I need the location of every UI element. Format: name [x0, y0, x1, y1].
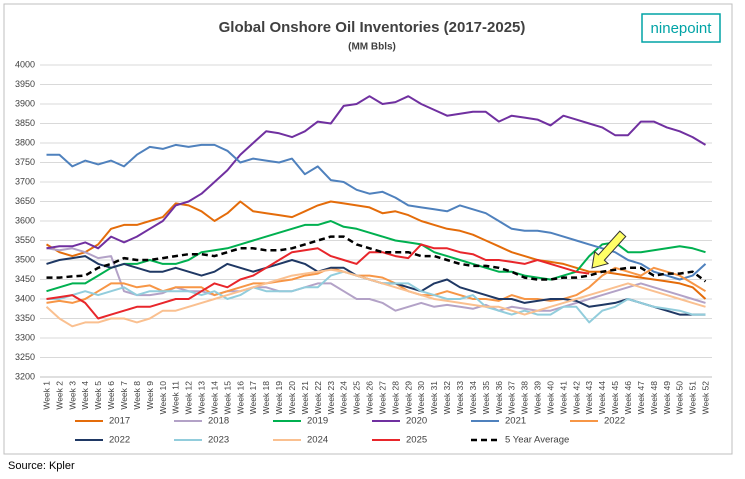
x-tick-label: Week 24 [339, 381, 349, 415]
legend-label: 2021 [505, 416, 526, 427]
y-tick-label: 3700 [15, 176, 35, 186]
x-tick-label: Week 4 [80, 381, 90, 410]
series-line [46, 247, 706, 312]
x-tick-label: Week 5 [93, 381, 103, 410]
x-tick-label: Week 10 [158, 381, 168, 415]
x-tick-label: Week 23 [326, 381, 336, 415]
logo: ninepoint [651, 20, 713, 37]
x-tick-label: Week 34 [468, 381, 478, 415]
x-tick-label: Week 49 [662, 381, 672, 415]
series-line [46, 143, 707, 281]
x-tick-label: Week 51 [688, 381, 698, 415]
x-tick-label: Week 30 [416, 381, 426, 415]
series-line [46, 95, 707, 250]
series-line [46, 235, 707, 283]
y-tick-label: 3200 [15, 371, 35, 381]
plot-area: 3200 3250 3300 3350 3400 3450 3500 3550 3600 3650… [15, 59, 712, 414]
x-tick-label: Week 9 [145, 381, 155, 410]
x-tick-label: Week 45 [610, 381, 620, 415]
x-tick-label: Week 7 [119, 381, 129, 410]
legend-label: 2017 [109, 416, 130, 427]
x-tick-label: Week 1 [41, 381, 51, 410]
legend-label: 2022 [604, 416, 625, 427]
x-tick-label: Week 12 [184, 381, 194, 415]
x-tick-label: Week 29 [403, 381, 413, 415]
x-tick-label: Week 22 [313, 381, 323, 415]
x-tick-label: Week 36 [494, 381, 504, 415]
x-tick-label: Week 21 [300, 381, 310, 415]
x-tick-label: Week 33 [455, 381, 465, 415]
y-tick-label: 3850 [15, 118, 35, 128]
chart-subtitle: (MM Bbls) [348, 42, 396, 53]
legend-label: 5 Year Average [505, 435, 569, 446]
y-tick-label: 3650 [15, 196, 35, 206]
y-tick-label: 3300 [15, 332, 35, 342]
x-tick-label: Week 52 [701, 381, 711, 415]
chart-border [3, 3, 733, 455]
x-tick-label: Week 42 [571, 381, 581, 415]
x-tick-label: Week 39 [533, 381, 543, 415]
x-tick-label: Week 8 [132, 381, 142, 410]
x-tick-label: Week 47 [636, 381, 646, 415]
legend-label: 2022 [109, 435, 130, 446]
legend-label: 2019 [307, 416, 328, 427]
x-tick-label: Week 44 [597, 381, 607, 415]
y-tick-label: 3600 [15, 215, 35, 225]
legend-label: 2024 [307, 435, 328, 446]
x-tick-label: Week 25 [352, 381, 362, 415]
x-tick-label: Week 15 [222, 381, 232, 415]
x-tick-label: Week 20 [287, 381, 297, 415]
y-tick-label: 3800 [15, 137, 35, 147]
y-tick-label: 4000 [15, 59, 35, 69]
y-tick-label: 3500 [15, 254, 35, 264]
x-tick-label: Week 27 [377, 381, 387, 415]
x-tick-label: Week 50 [675, 381, 685, 415]
x-tick-label: Week 41 [558, 381, 568, 415]
annotation-arrow [591, 230, 627, 269]
chart-title: Global Onshore Oil Inventories (2017-202… [219, 19, 526, 36]
y-tick-label: 3550 [15, 235, 35, 245]
legend-label: 2018 [208, 416, 229, 427]
y-tick-label: 3350 [15, 313, 35, 323]
series-line [46, 243, 590, 320]
x-tick-label: Week 31 [429, 381, 439, 415]
x-tick-label: Week 40 [545, 381, 555, 415]
source: Source: Kpler [8, 460, 75, 472]
x-tick-label: Week 6 [106, 381, 116, 410]
y-tick-label: 3750 [15, 157, 35, 167]
x-tick-label: Week 32 [442, 381, 452, 415]
x-tick-label: Week 2 [54, 381, 64, 410]
x-tick-label: Week 13 [197, 381, 207, 415]
series-line [45, 200, 707, 300]
y-tick-label: 3950 [15, 79, 35, 89]
x-tick-label: Week 16 [235, 381, 245, 415]
y-tick-label: 3400 [15, 293, 35, 303]
x-tick-label: Week 37 [507, 381, 517, 415]
legend-label: 2025 [406, 435, 427, 446]
series-line [46, 220, 706, 293]
legend-label: 2023 [208, 435, 229, 446]
x-tick-label: Week 43 [584, 381, 594, 415]
logo-box [641, 13, 721, 43]
x-tick-label: Week 14 [209, 381, 219, 415]
y-tick-label: 3250 [15, 352, 35, 362]
x-tick-label: Week 3 [67, 381, 77, 410]
x-tick-label: Week 11 [171, 381, 181, 414]
series-line [46, 266, 707, 304]
legend-label: 2020 [406, 416, 427, 427]
x-tick-label: Week 18 [261, 381, 271, 415]
series-line [45, 268, 706, 328]
y-tick-label: 3450 [15, 274, 35, 284]
x-tick-label: Week 38 [520, 381, 530, 415]
x-tick-label: Week 19 [274, 381, 284, 415]
x-tick-label: Week 48 [649, 381, 659, 415]
x-tick-label: Week 46 [623, 381, 633, 415]
y-tick-label: 3900 [15, 98, 35, 108]
x-tick-label: Week 28 [390, 381, 400, 415]
x-tick-label: Week 17 [248, 381, 258, 415]
x-tick-label: Week 26 [365, 381, 375, 415]
x-tick-label: Week 35 [481, 381, 491, 415]
